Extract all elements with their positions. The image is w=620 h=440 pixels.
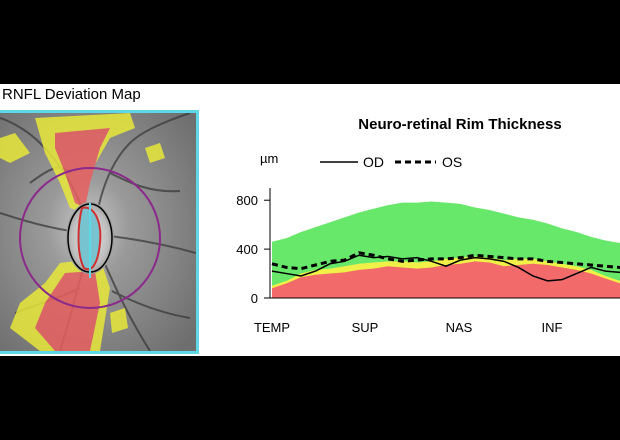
y-tick-label-0: 0 — [251, 291, 258, 306]
report-panel: RNFL Deviation Map — [0, 84, 620, 356]
y-axis: 0 400 800 — [236, 188, 271, 306]
deviation-map-image — [0, 113, 196, 351]
x-tick-sup: SUP — [352, 320, 379, 335]
rim-thickness-chart: Neuro-retinal Rim Thickness µm OD OS 0 40… — [236, 116, 620, 335]
y-tick-label-400: 400 — [236, 242, 258, 257]
series-line-od — [271, 254, 620, 282]
y-axis-unit: µm — [260, 151, 278, 166]
x-tick-labels: TEMP SUP NAS INF — [254, 320, 563, 335]
series-line-os — [271, 251, 620, 271]
legend-os-label: OS — [442, 154, 462, 170]
x-tick-nas: NAS — [446, 320, 473, 335]
x-tick-temp: TEMP — [254, 320, 290, 335]
legend-od-label: OD — [363, 154, 384, 170]
chart-title: Neuro-retinal Rim Thickness — [358, 116, 561, 133]
chart-legend: OD OS — [320, 154, 462, 170]
deviation-red-yellow-inferior — [10, 258, 128, 351]
measurement-circle — [19, 167, 161, 309]
data-series — [271, 251, 620, 282]
rnfl-deviation-map — [0, 110, 199, 354]
x-tick-inf: INF — [542, 320, 563, 335]
normative-bands — [272, 201, 620, 298]
y-tick-label-800: 800 — [236, 193, 258, 208]
deviation-map-title: RNFL Deviation Map — [2, 86, 141, 103]
band-red — [272, 261, 620, 298]
